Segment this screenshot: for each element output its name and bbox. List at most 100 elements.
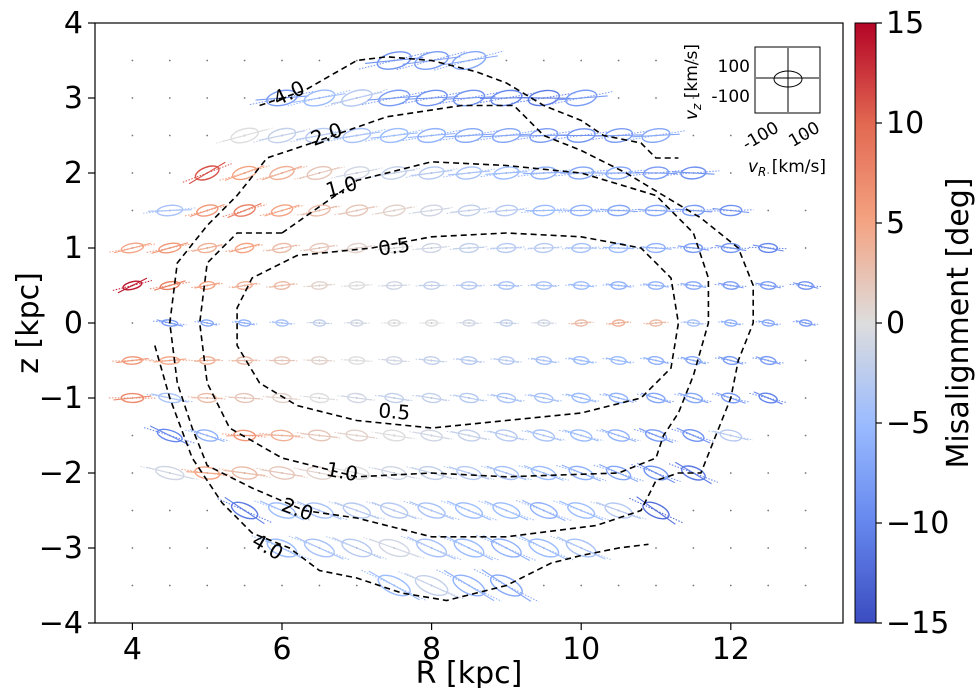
grid-dot [767,547,769,549]
grid-dot [206,510,208,512]
grid-dot [169,547,171,549]
grid-dot [805,397,807,399]
y-tick-label: 0 [64,306,83,341]
grid-dot [132,585,134,587]
y-tick-label: 3 [64,81,83,116]
grid-dot [693,510,695,512]
y-tick-label: −3 [39,531,83,566]
grid-dot [805,585,807,587]
grid-dot [730,472,732,474]
grid-dot [543,585,545,587]
grid-dot [655,97,657,99]
grid-dot [169,60,171,62]
grid-dot [805,360,807,362]
contour-label: 0.5 [377,232,412,260]
grid-dot [132,60,134,62]
ellipse-axis [381,285,407,286]
grid-dot [244,60,246,62]
grid-dot [244,547,246,549]
grid-dot [767,510,769,512]
grid-dot [655,585,657,587]
grid-dot [805,435,807,437]
grid-dot [356,60,358,62]
grid-dot [506,60,508,62]
y-axis-label: z [kpc] [11,272,46,374]
grid-dot [281,60,283,62]
grid-dot [543,60,545,62]
grid-dot [244,97,246,99]
grid-dot [244,585,246,587]
grid-dot [767,472,769,474]
colorbar-tick-label: −10 [886,506,949,541]
grid-dot [730,135,732,137]
grid-dot [281,585,283,587]
grid-dot [618,60,620,62]
contour-label: 0.5 [377,398,411,425]
grid-dot [206,135,208,137]
grid-dot [655,60,657,62]
grid-dot [618,97,620,99]
grid-dot [319,585,321,587]
inset-ytick-1: 100 [718,57,750,77]
grid-dot [206,60,208,62]
grid-dot [132,135,134,137]
grid-dot [730,547,732,549]
colorbar-tick-label: 15 [886,6,924,41]
grid-dot [618,585,620,587]
y-tick-label: 4 [64,6,83,41]
grid-dot [206,97,208,99]
x-tick-label: 10 [562,632,600,667]
colorbar-label: Misalignment [deg] [941,178,976,469]
grid-dot [693,585,695,587]
grid-dot [730,510,732,512]
grid-dot [805,472,807,474]
grid-dot [580,585,582,587]
grid-dot [132,97,134,99]
x-axis-label: R [kpc] [416,656,523,688]
grid-dot [132,172,134,174]
grid-dot [805,210,807,212]
grid-dot [132,435,134,437]
grid-dot [206,585,208,587]
colorbar-tick-label: −5 [886,406,930,441]
colorbar-tick-label: 5 [886,206,905,241]
inset-ytick-2: -100 [711,87,750,107]
grid-dot [169,172,171,174]
grid-dot [767,435,769,437]
colorbar-gradient [855,23,876,623]
ellipse-axis [306,360,332,361]
y-tick-label: −2 [39,456,83,491]
grid-dot [206,547,208,549]
x-tick-label: 4 [123,632,142,667]
y-tick-label: 2 [64,156,83,191]
y-tick-label: −4 [39,606,83,641]
ellipse-axis [517,98,570,99]
grid-dot [805,247,807,249]
grid-dot [319,60,321,62]
grid-dot [356,585,358,587]
grid-dot [805,510,807,512]
x-tick-label: 12 [712,632,750,667]
grid-dot [132,322,134,324]
grid-dot [169,135,171,137]
grid-dot [132,472,134,474]
grid-dot [805,547,807,549]
colorbar-tick-label: −15 [886,606,949,641]
grid-dot [767,210,769,212]
grid-dot [693,547,695,549]
grid-dot [169,510,171,512]
grid-dot [730,585,732,587]
grid-dot [132,510,134,512]
grid-dot [132,210,134,212]
y-tick-label: −1 [39,381,83,416]
x-tick-label: 6 [272,632,291,667]
grid-dot [693,135,695,137]
ellipse-axis [563,210,600,211]
colorbar-tick-label: 0 [886,306,905,341]
grid-dot [580,60,582,62]
grid-dot [132,547,134,549]
grid-dot [730,172,732,174]
